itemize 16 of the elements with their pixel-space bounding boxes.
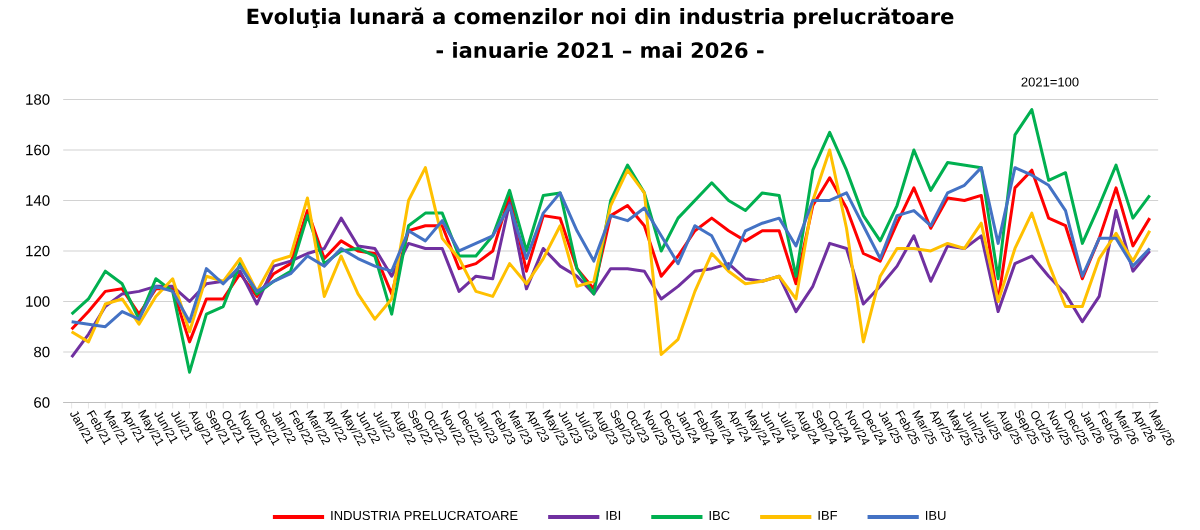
y-tick-label: 160: [26, 144, 50, 156]
legend-label: IBC: [709, 510, 730, 521]
y-tick-label: 180: [26, 94, 50, 105]
chart-title: Evoluţia lunară a comenzilor noi din industria prelucrătoare: [247, 7, 954, 29]
legend-label: IBU: [925, 510, 946, 520]
y-tick-label: 60: [34, 397, 50, 408]
y-tick-label: 80: [34, 346, 50, 358]
line-series: [70, 148, 1152, 356]
y-tick-label: 100: [26, 296, 50, 307]
chart-subtitle: - ianuarie 2021 – mai 2026 -: [436, 41, 764, 59]
text: 2021=100: [1021, 77, 1079, 87]
legend-label: IBI: [606, 510, 621, 520]
legend-label: INDUSTRIA PRELUCRATOARE: [331, 510, 518, 521]
y-tick-label: 140: [26, 195, 50, 206]
y-tick-label: 120: [26, 245, 50, 257]
legend-label: IBF: [818, 510, 838, 520]
